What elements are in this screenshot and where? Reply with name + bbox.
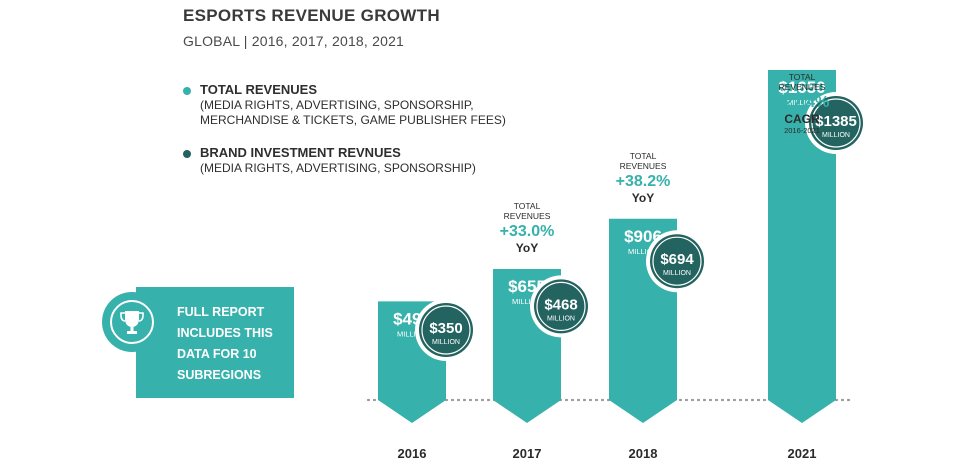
- legend-title-brand: BRAND INVESTMENT REVNUES: [200, 145, 401, 160]
- total-unit-label: MILLION: [628, 247, 658, 256]
- callout-line-3: DATA FOR 10: [177, 347, 257, 361]
- annotation-caption-line1: TOTAL: [630, 151, 657, 161]
- brand-unit-label: MILLION: [547, 315, 575, 322]
- legend-desc-total-line1: (MEDIA RIGHTS, ADVERTISING, SPONSORSHIP,: [200, 98, 474, 112]
- brand-unit-label: MILLION: [822, 132, 850, 139]
- chart-subtitle: GLOBAL | 2016, 2017, 2018, 2021: [183, 33, 405, 49]
- total-unit-label: MILLION: [512, 297, 542, 306]
- brand-unit-label: MILLION: [663, 270, 691, 277]
- category-label: 2017: [513, 446, 542, 461]
- growth-rate-value: +27.4%: [775, 94, 830, 111]
- brand-investment-bubble: [650, 234, 704, 289]
- legend-dot-brand: [183, 150, 191, 158]
- annotation-caption-line2: REVENUES: [779, 82, 826, 92]
- growth-rate-label: CAGR: [784, 112, 820, 126]
- growth-rate-label: YoY: [516, 241, 538, 255]
- brand-unit-label: MILLION: [432, 339, 460, 346]
- total-unit-label: MILLION: [397, 329, 427, 338]
- full-report-callout[interactable]: [136, 287, 294, 398]
- brand-investment-label: $1385: [815, 113, 857, 130]
- trophy-badge: [102, 292, 162, 352]
- brand-investment-bubble: [809, 96, 863, 150]
- callout-text: FULL REPORT INCLUDES THIS DATA FOR 10 SU…: [177, 302, 292, 386]
- brand-bubble-ring: [421, 305, 471, 355]
- brand-bubble-ring: [811, 98, 861, 148]
- category-label: 2016: [398, 446, 427, 461]
- annotation-caption-line2: REVENUES: [620, 161, 667, 171]
- category-label: 2018: [629, 446, 658, 461]
- total-revenue-label: $1650: [778, 78, 825, 97]
- brand-investment-bubble: [419, 303, 473, 357]
- total-unit-label: MILLION: [787, 98, 817, 107]
- trophy-icon: [110, 300, 154, 344]
- callout-line-4: SUBREGIONS: [177, 368, 262, 382]
- growth-rate-value: +38.2%: [616, 173, 671, 190]
- growth-rate-label: YoY: [632, 191, 654, 205]
- total-revenue-bar: [768, 70, 836, 423]
- legend-desc-total-line2: MERCHANDISE & TICKETS, GAME PUBLISHER FE…: [200, 113, 506, 127]
- brand-bubble-ring: [652, 236, 702, 286]
- brand-investment-label: $694: [660, 251, 694, 268]
- chart-title: ESPORTS REVENUE GROWTH: [183, 6, 440, 25]
- legend-dot-total: [183, 87, 191, 95]
- callout-line-1: FULL REPORT: [177, 305, 265, 319]
- brand-investment-label: $468: [544, 296, 577, 313]
- growth-rate-value: +33.0%: [500, 223, 555, 240]
- annotation-caption-line1: TOTAL: [514, 201, 541, 211]
- brand-bubble-ring: [536, 281, 586, 331]
- legend-desc-brand-line1: (MEDIA RIGHTS, ADVERTISING, SPONSORSHIP): [200, 161, 476, 175]
- annotation-caption-line2: REVENUES: [504, 211, 551, 221]
- growth-rate-sublabel: 2016-2021: [784, 126, 820, 135]
- brand-investment-bubble: [534, 279, 588, 334]
- legend-title-total: TOTAL REVENUES: [200, 82, 318, 97]
- total-revenue-label: $906: [624, 227, 662, 246]
- annotation-caption-line1: TOTAL: [789, 72, 816, 82]
- brand-investment-label: $350: [429, 320, 462, 337]
- callout-line-2: INCLUDES THIS: [177, 326, 273, 340]
- category-label: 2021: [788, 446, 817, 461]
